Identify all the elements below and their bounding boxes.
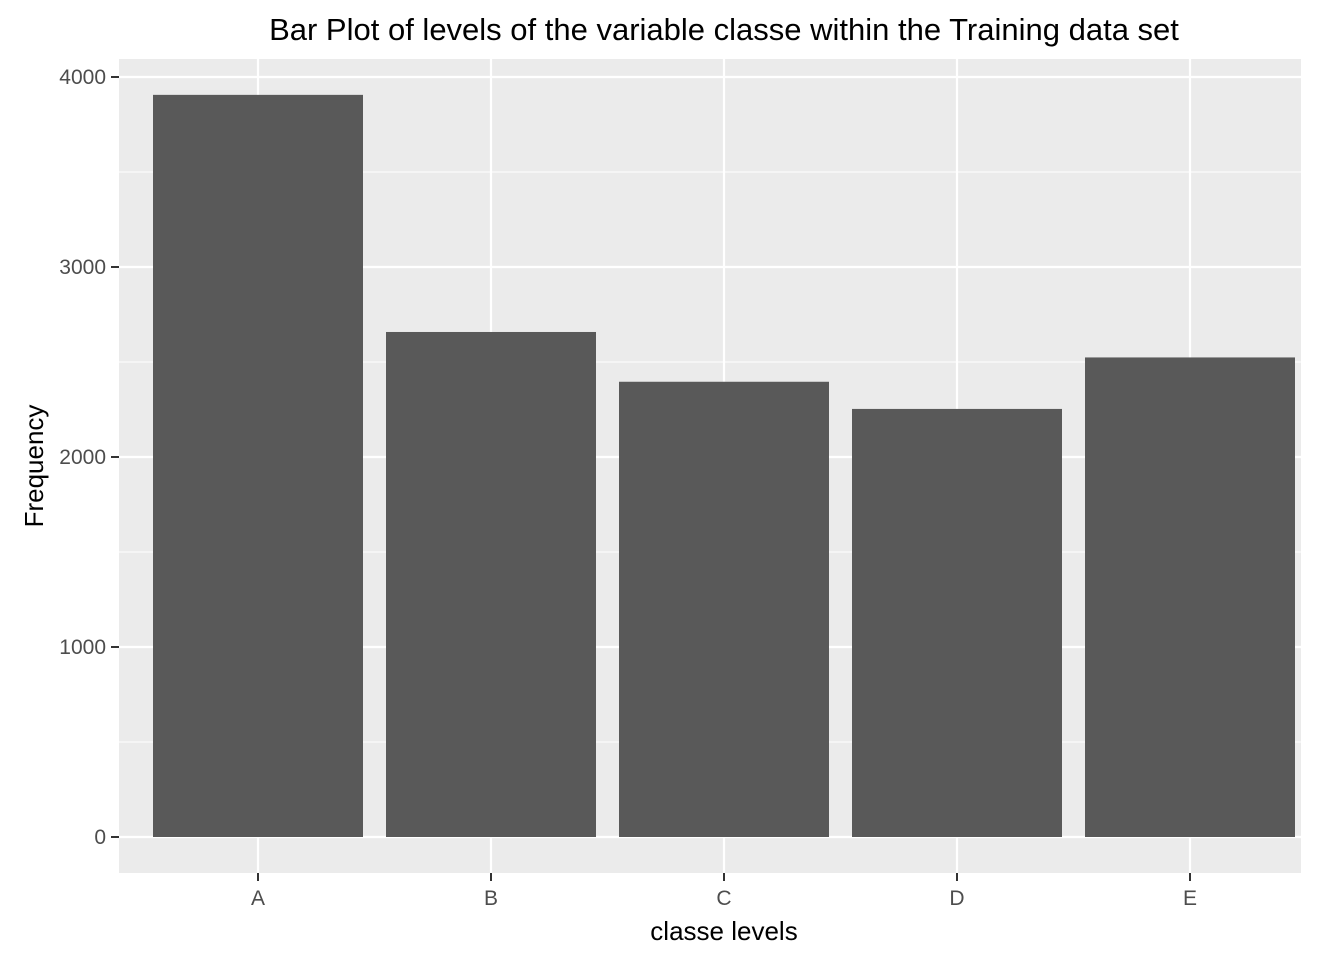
bar-B <box>386 331 596 837</box>
x-axis: A B C D E <box>251 873 1197 910</box>
y-tick-label: 4000 <box>59 66 106 89</box>
x-tick-label: A <box>251 887 265 910</box>
y-axis: 0 1000 2000 3000 4000 <box>59 66 119 849</box>
x-tick-label: C <box>716 887 731 910</box>
y-tick-label: 1000 <box>59 636 106 659</box>
x-tick-label: D <box>949 887 964 910</box>
y-axis-title: Frequency <box>19 405 49 528</box>
x-tick-label: E <box>1183 887 1197 910</box>
bar-A <box>153 94 363 838</box>
y-tick-label: 3000 <box>59 256 106 279</box>
x-tick-label: B <box>484 887 498 910</box>
chart-title: Bar Plot of levels of the variable class… <box>269 12 1179 47</box>
bar-E <box>1085 357 1295 837</box>
bar-C <box>619 381 829 837</box>
bars-group <box>153 94 1295 838</box>
y-tick-label: 2000 <box>59 446 106 469</box>
bar-D <box>852 408 1062 837</box>
x-axis-title: classe levels <box>650 916 797 946</box>
y-tick-label: 0 <box>94 826 106 849</box>
